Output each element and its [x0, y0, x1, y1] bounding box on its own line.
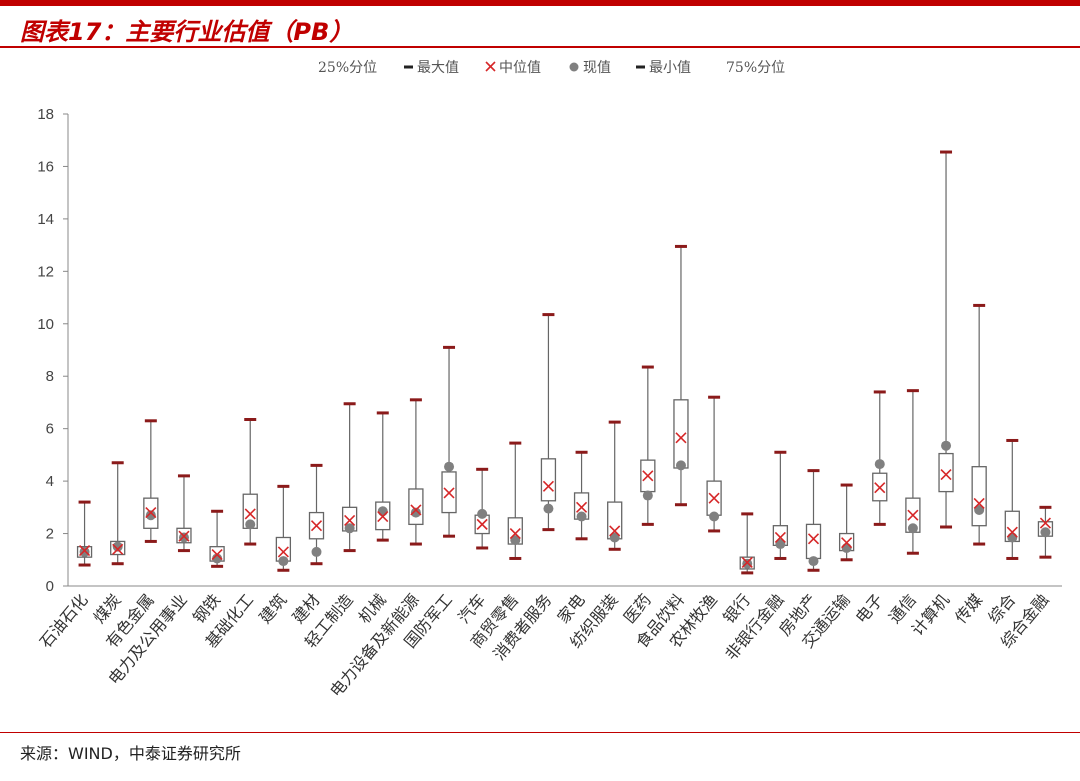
- current-dot: [543, 503, 554, 514]
- y-tick-label: 12: [37, 263, 54, 280]
- median-cross: [112, 543, 124, 555]
- median-cross: [841, 537, 853, 549]
- legend-label: 最大值: [417, 60, 459, 76]
- current-dot: [1007, 532, 1018, 543]
- title-rule: [0, 46, 1080, 48]
- current-dot: [642, 490, 653, 501]
- y-tick-label: 0: [46, 578, 54, 595]
- source-note: 来源：WIND，中泰证券研究所: [20, 744, 241, 763]
- current-dot: [344, 523, 355, 534]
- median-cross: [741, 556, 753, 568]
- median-cross: [1006, 526, 1018, 538]
- current-dot: [79, 546, 90, 557]
- median-cross: [178, 530, 190, 542]
- median-cross: [807, 533, 820, 545]
- legend-label: 最小值: [649, 60, 691, 76]
- median-cross: [476, 518, 488, 530]
- bottom-rule: [0, 732, 1080, 733]
- current-dot: [145, 510, 156, 521]
- current-dot: [245, 519, 256, 530]
- y-tick-label: 10: [37, 316, 54, 333]
- iqr-box: [408, 488, 424, 526]
- median-cross: [675, 432, 687, 444]
- median-cross: [542, 480, 554, 492]
- current-dot: [112, 541, 123, 552]
- current-dot: [709, 511, 720, 522]
- current-dot: [410, 507, 421, 518]
- median-cross: [774, 531, 786, 544]
- current-dot: [510, 535, 521, 546]
- current-dot: [907, 523, 918, 534]
- current-dot: [742, 558, 753, 569]
- current-dot: [477, 508, 488, 519]
- median-cross: [211, 548, 223, 561]
- median-cross: [609, 525, 621, 537]
- current-dot: [178, 532, 189, 543]
- legend-label: 中位值: [499, 60, 541, 76]
- median-cross: [310, 520, 323, 532]
- y-tick-label: 2: [46, 526, 54, 543]
- y-tick-label: 6: [46, 421, 54, 438]
- median-cross: [1039, 517, 1051, 529]
- y-tick-label: 14: [37, 211, 54, 228]
- legend-label: 75%分位: [726, 60, 785, 76]
- iqr-box: [540, 458, 557, 502]
- legend-label: 现值: [583, 60, 611, 76]
- median-cross: [576, 501, 588, 513]
- median-cross: [642, 470, 654, 482]
- median-cross: [377, 510, 389, 523]
- iqr-box: [938, 452, 954, 493]
- median-cross: [145, 507, 157, 519]
- current-dot: [808, 556, 819, 567]
- y-tick-label: 16: [37, 158, 54, 175]
- current-dot: [609, 532, 620, 543]
- iqr-box: [971, 466, 987, 527]
- current-dot: [278, 556, 289, 567]
- median-cross: [940, 468, 952, 481]
- current-dot: [311, 546, 322, 557]
- y-tick-label: 18: [37, 106, 54, 123]
- current-dot: [377, 506, 388, 517]
- boxplot-chart: 0 2 4 6 8 10 12 14 16 18 25%分位 最大值 中位值 现值 最小值 75%分位石油石化…: [36, 60, 1062, 701]
- median-cross: [443, 487, 455, 499]
- category-label: 建筑: [255, 590, 290, 627]
- median-cross: [244, 508, 256, 520]
- y-tick-label: 8: [46, 368, 54, 385]
- current-dot: [874, 459, 885, 470]
- median-cross: [973, 497, 985, 509]
- median-cross: [509, 527, 521, 540]
- category-label: 石油石化: [36, 590, 92, 651]
- current-dot: [1040, 527, 1051, 538]
- median-cross: [410, 504, 422, 516]
- iqr-box: [805, 523, 822, 560]
- legend-dot-marker: [569, 62, 579, 72]
- legend-label: 25%分位: [318, 60, 377, 76]
- median-cross: [79, 545, 91, 557]
- current-dot: [576, 511, 587, 522]
- current-dot: [675, 460, 686, 471]
- top-rule: [0, 0, 1080, 6]
- legend-cross-marker: [485, 61, 496, 72]
- chart-title: 图表17：主要行业估值（PB）: [20, 18, 354, 46]
- median-cross: [277, 546, 289, 558]
- median-cross: [708, 492, 720, 504]
- category-label: 传媒: [951, 590, 986, 627]
- current-dot: [941, 440, 952, 451]
- median-cross: [907, 509, 919, 521]
- current-dot: [841, 542, 852, 553]
- y-tick-label: 4: [46, 473, 54, 490]
- median-cross: [874, 482, 886, 494]
- category-label: 计算机: [908, 590, 953, 639]
- current-dot: [775, 539, 786, 550]
- current-dot: [974, 504, 985, 515]
- current-dot: [444, 461, 455, 472]
- median-cross: [344, 514, 356, 527]
- category-label: 电子: [852, 590, 887, 627]
